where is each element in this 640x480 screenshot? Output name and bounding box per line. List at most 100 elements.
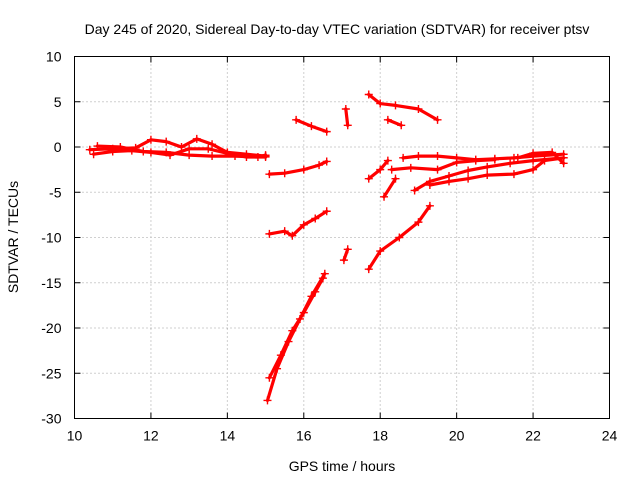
- series-track-i: [341, 104, 352, 130]
- data-point: [464, 174, 473, 183]
- data-point: [322, 157, 331, 166]
- data-point: [299, 165, 308, 174]
- x-tick-label: 14: [220, 428, 236, 444]
- y-tick-label: 0: [54, 139, 62, 155]
- data-point: [559, 159, 568, 168]
- data-point: [162, 148, 171, 157]
- data-point: [513, 153, 522, 162]
- data-point: [387, 165, 396, 174]
- data-point: [315, 161, 324, 170]
- series-track-j: [339, 245, 352, 265]
- data-point: [364, 174, 373, 183]
- data-point: [253, 152, 262, 161]
- series-track-r: [410, 153, 568, 195]
- data-point: [391, 174, 400, 183]
- data-point: [399, 153, 408, 162]
- data-point: [93, 142, 102, 151]
- series-line: [267, 276, 325, 380]
- data-point: [280, 169, 289, 178]
- data-point: [288, 326, 297, 335]
- data-point: [265, 170, 274, 179]
- series-track-f: [265, 207, 331, 240]
- data-point: [490, 154, 499, 163]
- data-point: [299, 220, 308, 229]
- data-layer: [85, 90, 568, 405]
- data-point: [292, 115, 301, 124]
- series-track-e: [292, 115, 331, 136]
- data-point: [433, 115, 442, 124]
- y-tick-label: -10: [41, 230, 61, 246]
- data-point: [311, 287, 320, 296]
- data-point: [471, 155, 480, 164]
- x-axis-label: GPS time / hours: [289, 458, 396, 474]
- data-point: [433, 152, 442, 161]
- data-point: [414, 152, 423, 161]
- series-line: [267, 209, 329, 238]
- data-point: [483, 162, 492, 171]
- y-axis-label: SDTVAR / TECUs: [5, 181, 21, 293]
- series-line: [386, 118, 403, 127]
- data-point: [339, 256, 348, 265]
- series-track-o: [380, 174, 400, 201]
- data-point: [383, 156, 392, 165]
- data-point: [299, 308, 308, 317]
- data-point: [261, 151, 270, 160]
- data-point: [322, 127, 331, 136]
- series-track-d: [265, 157, 331, 179]
- data-point: [85, 145, 94, 154]
- data-point: [433, 165, 442, 174]
- x-tick-label: 16: [296, 428, 312, 444]
- data-point: [320, 269, 329, 278]
- data-point: [208, 140, 217, 149]
- series-track-t: [513, 148, 568, 168]
- data-point: [376, 99, 385, 108]
- y-tick-label: -20: [41, 320, 61, 336]
- grid-layer: [74, 56, 610, 419]
- data-point: [414, 104, 423, 113]
- data-point: [506, 159, 515, 168]
- y-tick-label: -5: [49, 184, 62, 200]
- series-line: [516, 150, 566, 165]
- data-point: [410, 186, 419, 195]
- series-track-s: [425, 153, 568, 190]
- data-point: [452, 153, 461, 162]
- data-point: [376, 247, 385, 256]
- data-point: [425, 201, 434, 210]
- data-point: [265, 229, 274, 238]
- data-point: [425, 181, 434, 190]
- series-track-c: [93, 142, 270, 161]
- data-point: [548, 148, 557, 157]
- data-point: [311, 214, 320, 223]
- x-tick-label: 18: [372, 428, 388, 444]
- data-point: [185, 151, 194, 160]
- data-point: [414, 218, 423, 227]
- data-point: [397, 121, 406, 130]
- data-point: [540, 156, 549, 165]
- data-point: [288, 231, 297, 240]
- data-point: [89, 150, 98, 159]
- series-line: [267, 159, 329, 176]
- x-tick-label: 24: [602, 428, 618, 444]
- data-point: [208, 152, 217, 161]
- data-point: [529, 165, 538, 174]
- x-tick-label: 22: [525, 428, 541, 444]
- data-point: [139, 147, 148, 156]
- series-track-k: [364, 90, 442, 124]
- y-tick-label: 10: [46, 49, 62, 65]
- data-point: [364, 265, 373, 274]
- data-point: [276, 351, 285, 360]
- data-point: [391, 101, 400, 110]
- series-line: [382, 177, 398, 199]
- y-tick-label: -30: [41, 411, 61, 427]
- data-point: [383, 115, 392, 124]
- data-point: [529, 149, 538, 158]
- data-point: [445, 177, 453, 186]
- data-point: [307, 122, 316, 131]
- series-line: [367, 92, 440, 122]
- series-track-n: [364, 201, 434, 274]
- tick-layer: 10 12 14 16 18 20 22 24 -30 -25 -20 -15 -10 -5 0 5 10: [41, 49, 617, 444]
- data-point: [364, 90, 373, 99]
- data-point: [231, 152, 239, 161]
- data-point: [322, 207, 331, 216]
